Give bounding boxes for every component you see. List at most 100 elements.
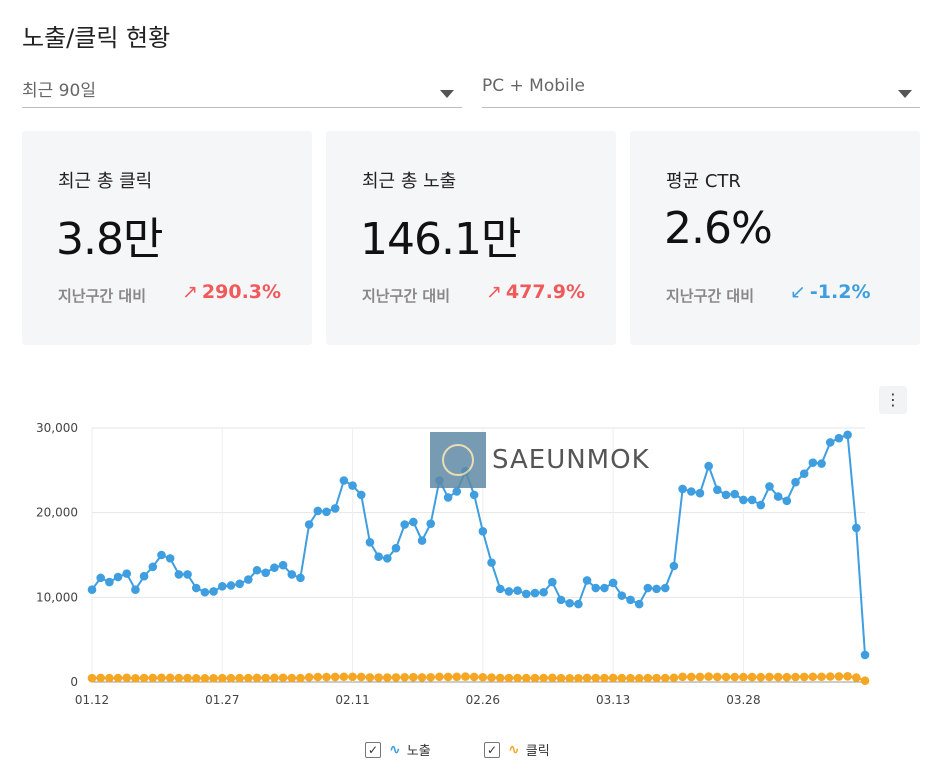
data-point xyxy=(391,673,401,682)
data-point xyxy=(122,673,132,683)
data-point xyxy=(643,583,653,593)
data-point xyxy=(634,599,644,609)
data-point xyxy=(400,520,409,529)
data-point xyxy=(217,582,227,591)
data-point xyxy=(495,584,505,594)
data-point xyxy=(860,650,870,660)
average-ctr-card: 평균 CTR 2.6% 지난구간 대비 ↙ -1.2% xyxy=(630,131,920,345)
data-point xyxy=(834,433,844,443)
data-point xyxy=(105,673,114,683)
data-point xyxy=(799,469,809,479)
data-point xyxy=(773,492,783,501)
data-point xyxy=(608,673,618,683)
card-delta-value: 290.3% xyxy=(201,281,282,303)
data-point xyxy=(582,576,592,585)
data-point xyxy=(669,673,679,683)
data-point xyxy=(296,673,305,683)
data-point xyxy=(808,672,818,682)
data-point xyxy=(191,673,201,683)
data-point xyxy=(643,673,653,683)
card-delta: ↙ -1.2% xyxy=(790,281,871,303)
data-point xyxy=(713,485,722,495)
data-point xyxy=(304,672,314,682)
data-point xyxy=(652,673,661,683)
data-point xyxy=(634,673,644,683)
data-point xyxy=(765,482,774,491)
data-point xyxy=(452,672,462,682)
data-point xyxy=(165,554,175,563)
data-point xyxy=(252,673,262,683)
legend-item-impressions[interactable]: ✓ ∿ 노출 xyxy=(365,740,431,759)
card-label: 최근 총 클릭 xyxy=(58,171,153,192)
data-point xyxy=(217,673,227,683)
data-point xyxy=(174,570,184,579)
data-point xyxy=(278,673,288,683)
total-clicks-card: 최근 총 클릭 3.8만 지난구간 대비 ↗ 290.3% xyxy=(22,131,312,345)
data-point xyxy=(356,490,366,500)
data-point xyxy=(469,490,479,500)
chart-menu-button[interactable]: ⋮ xyxy=(879,386,907,414)
data-point xyxy=(400,672,409,682)
data-point xyxy=(322,507,331,517)
data-point xyxy=(730,489,740,499)
data-point xyxy=(487,673,496,682)
x-tick-label: 03.28 xyxy=(726,693,760,707)
device-select[interactable]: PC + Mobile xyxy=(482,72,920,108)
data-point xyxy=(383,554,392,563)
data-point xyxy=(252,565,262,575)
data-point xyxy=(791,477,800,487)
legend-item-clicks[interactable]: ✓ ∿ 클릭 xyxy=(484,740,550,759)
data-point xyxy=(747,495,757,505)
x-tick-label: 03.13 xyxy=(596,693,630,707)
data-point xyxy=(296,573,305,583)
data-point xyxy=(504,587,514,596)
y-tick-label: 30,000 xyxy=(36,421,78,435)
data-point xyxy=(174,673,184,683)
period-select-value: 최근 90일 xyxy=(22,81,96,101)
checkbox-checked-icon[interactable]: ✓ xyxy=(484,741,500,758)
impressions-clicks-chart: 0 10,000 20,000 30,000 01.12 01.27 02.11 02.26 0… xyxy=(36,421,870,707)
data-point xyxy=(521,589,531,599)
data-point xyxy=(626,595,635,605)
data-point xyxy=(600,673,609,683)
data-point xyxy=(852,673,861,682)
data-point xyxy=(843,672,852,681)
data-point xyxy=(530,588,540,598)
data-point xyxy=(330,672,340,682)
card-value: 146.1만 xyxy=(360,214,521,265)
data-point xyxy=(739,495,748,505)
data-point xyxy=(356,672,366,682)
checkbox-checked-icon[interactable]: ✓ xyxy=(365,741,381,758)
data-point xyxy=(244,575,253,584)
data-point xyxy=(808,458,818,468)
data-point xyxy=(365,538,375,547)
data-point xyxy=(695,672,705,682)
data-point xyxy=(469,672,479,682)
data-point xyxy=(200,674,210,683)
data-point xyxy=(443,493,453,502)
data-point xyxy=(139,673,149,683)
data-point xyxy=(495,673,505,683)
data-point xyxy=(200,587,210,597)
data-point xyxy=(461,672,470,681)
data-point xyxy=(721,490,731,500)
y-tick-label: 0 xyxy=(70,675,78,689)
period-select[interactable]: 최근 90일 xyxy=(22,72,462,108)
data-point xyxy=(782,672,792,682)
card-label: 최근 총 노출 xyxy=(362,171,457,192)
data-point xyxy=(278,560,288,570)
data-point xyxy=(478,526,488,536)
x-tick-label: 02.26 xyxy=(466,693,500,707)
data-point xyxy=(686,487,696,496)
data-point xyxy=(270,673,279,683)
data-point xyxy=(191,583,201,593)
card-delta-value: 477.9% xyxy=(505,281,586,303)
data-point xyxy=(105,577,114,587)
data-point xyxy=(539,587,548,597)
data-point xyxy=(600,583,609,593)
card-delta: ↗ 290.3% xyxy=(182,281,281,303)
page-title: 노출/클릭 현황 xyxy=(22,24,171,52)
data-point xyxy=(782,496,792,506)
data-point xyxy=(374,552,383,561)
data-point xyxy=(452,487,462,496)
